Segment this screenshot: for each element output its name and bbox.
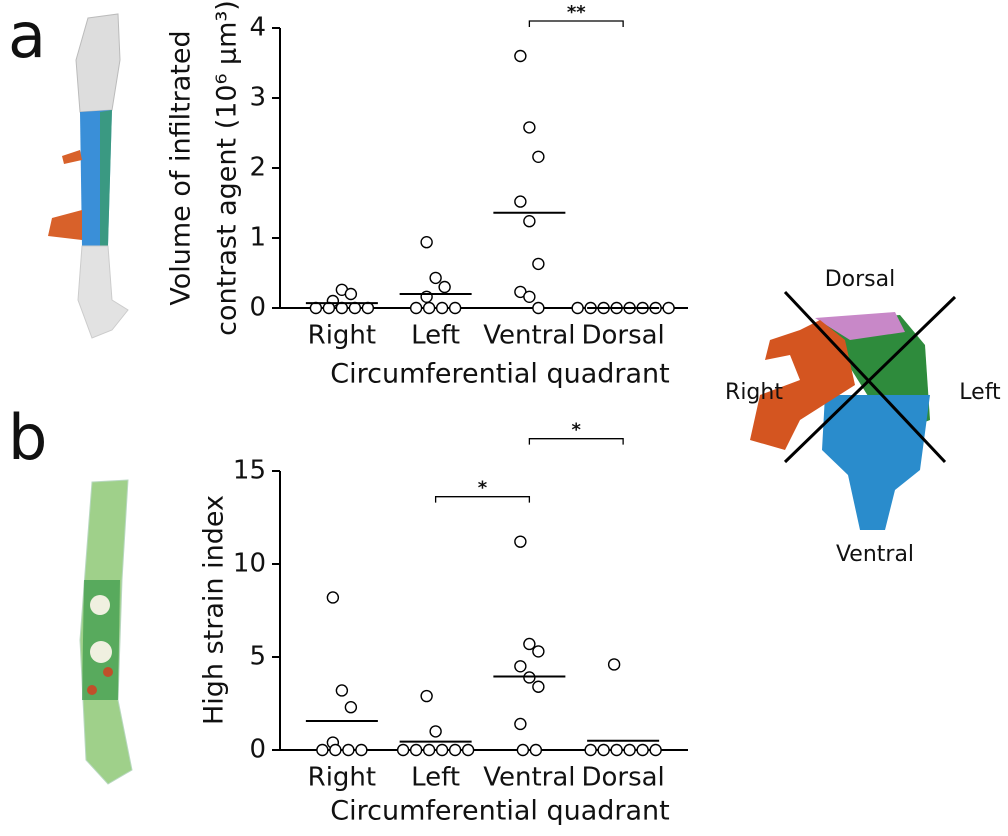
x-tick-label: Right — [308, 763, 376, 793]
y-tick-label: 0 — [249, 735, 266, 765]
significance-bracket — [528, 20, 624, 27]
data-point — [422, 301, 436, 315]
significance-label: * — [572, 420, 582, 441]
data-point — [361, 301, 375, 315]
data-point — [610, 743, 623, 757]
x-tick-label: Dorsal — [581, 321, 664, 351]
strain-render — [79, 479, 133, 785]
data-point — [396, 743, 410, 757]
data-point — [429, 725, 442, 738]
data-point — [435, 743, 449, 757]
data-point — [523, 290, 536, 303]
x-tick-label: Left — [411, 763, 460, 793]
y-axis-title: Volume of infiltrated — [166, 30, 197, 305]
quadrant-diagram: Dorsal Right Left Ventral — [725, 267, 1001, 567]
diagram-label: Dorsal — [825, 267, 896, 292]
x-tick-label: Right — [308, 321, 376, 351]
data-point — [514, 49, 527, 63]
data-point — [597, 743, 610, 757]
data-point — [420, 689, 433, 703]
data-point — [532, 645, 545, 658]
data-point — [335, 684, 349, 697]
data-point — [344, 287, 358, 301]
x-tick-label: Ventral — [483, 321, 575, 351]
x-tick-label: Dorsal — [581, 763, 664, 793]
data-point — [429, 271, 442, 285]
data-point — [532, 301, 545, 315]
data-point — [409, 301, 423, 315]
data-point — [409, 743, 423, 757]
data-point — [523, 121, 536, 134]
y-tick-label: 15 — [233, 456, 266, 486]
data-point — [335, 301, 349, 315]
data-point — [532, 257, 545, 271]
data-point — [532, 680, 545, 693]
y-tick-label: 3 — [249, 83, 266, 113]
data-point — [523, 637, 536, 651]
panel-label: b — [8, 401, 47, 474]
data-point — [420, 290, 433, 303]
y-tick-label: 0 — [249, 293, 266, 323]
data-point — [649, 743, 662, 757]
y-axis-title: contrast agent (10⁶ µm³) — [212, 0, 243, 336]
data-point — [623, 743, 636, 757]
data-point — [636, 743, 649, 757]
diagram-label: Right — [725, 380, 783, 405]
significance-label: * — [478, 478, 488, 499]
data-point — [420, 235, 433, 249]
data-point — [584, 743, 597, 757]
data-point — [344, 701, 358, 714]
data-point — [516, 743, 530, 757]
data-point — [662, 301, 675, 315]
data-point — [316, 743, 329, 757]
data-point — [448, 301, 462, 315]
y-tick-label: 2 — [249, 153, 266, 183]
data-point — [529, 743, 543, 757]
data-point — [435, 301, 449, 315]
data-point — [422, 743, 436, 757]
y-tick-label: 5 — [249, 642, 266, 672]
x-tick-label: Ventral — [483, 763, 575, 793]
data-point — [571, 301, 584, 315]
panel-label: a — [8, 0, 46, 72]
y-tick-label: 10 — [233, 549, 266, 579]
data-point — [342, 743, 355, 757]
data-point — [523, 214, 536, 228]
x-axis-title: Circumferential quadrant — [330, 359, 669, 390]
data-point — [448, 743, 462, 757]
data-point — [514, 195, 527, 208]
diagram-label: Left — [959, 380, 1001, 405]
data-point — [309, 301, 323, 315]
data-point — [438, 280, 451, 294]
significance-bracket — [528, 438, 624, 445]
significance-bracket — [434, 496, 531, 503]
data-point — [461, 743, 475, 757]
vessel-render — [48, 13, 129, 339]
y-tick-label: 1 — [249, 223, 266, 253]
y-tick-label: 4 — [249, 13, 266, 43]
data-point — [514, 717, 527, 731]
data-point — [355, 743, 368, 757]
data-point — [322, 301, 336, 315]
data-point — [329, 743, 342, 757]
data-point — [514, 660, 527, 673]
data-point — [532, 150, 545, 164]
significance-label: ** — [567, 2, 586, 23]
data-point — [514, 535, 527, 548]
x-axis-title: Circumferential quadrant — [330, 796, 669, 827]
y-axis-title: High strain index — [199, 495, 230, 725]
data-point — [348, 301, 362, 315]
diagram-label: Ventral — [836, 542, 914, 567]
data-point — [326, 591, 340, 604]
data-point — [607, 658, 621, 671]
x-tick-label: Left — [411, 321, 460, 351]
